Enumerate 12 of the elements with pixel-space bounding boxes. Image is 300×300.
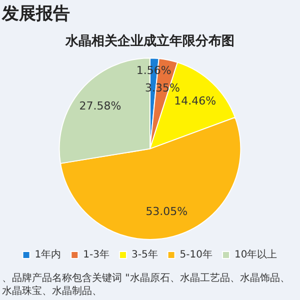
legend-label: 1年内 bbox=[34, 248, 62, 261]
data-label: 1.56% bbox=[136, 64, 172, 77]
data-label: 14.46% bbox=[174, 94, 216, 108]
text: 、品牌产品名称包含关键词 "水晶原石、水晶工艺品、水晶饰品、水晶珠宝、水晶制品、 bbox=[2, 272, 291, 298]
data-label: 53.05% bbox=[146, 204, 188, 218]
legend-label: 10年以上 bbox=[234, 248, 278, 261]
chart-title: 水晶相关企业成立年限分布图 bbox=[64, 33, 234, 50]
legend-label: 3-5年 bbox=[131, 248, 158, 261]
legend-label: 1-3年 bbox=[83, 248, 110, 261]
legend-label: 5-10年 bbox=[180, 248, 213, 261]
chart-subtitle: 发展报告 bbox=[2, 3, 70, 25]
data-label: 27.58% bbox=[79, 99, 122, 112]
